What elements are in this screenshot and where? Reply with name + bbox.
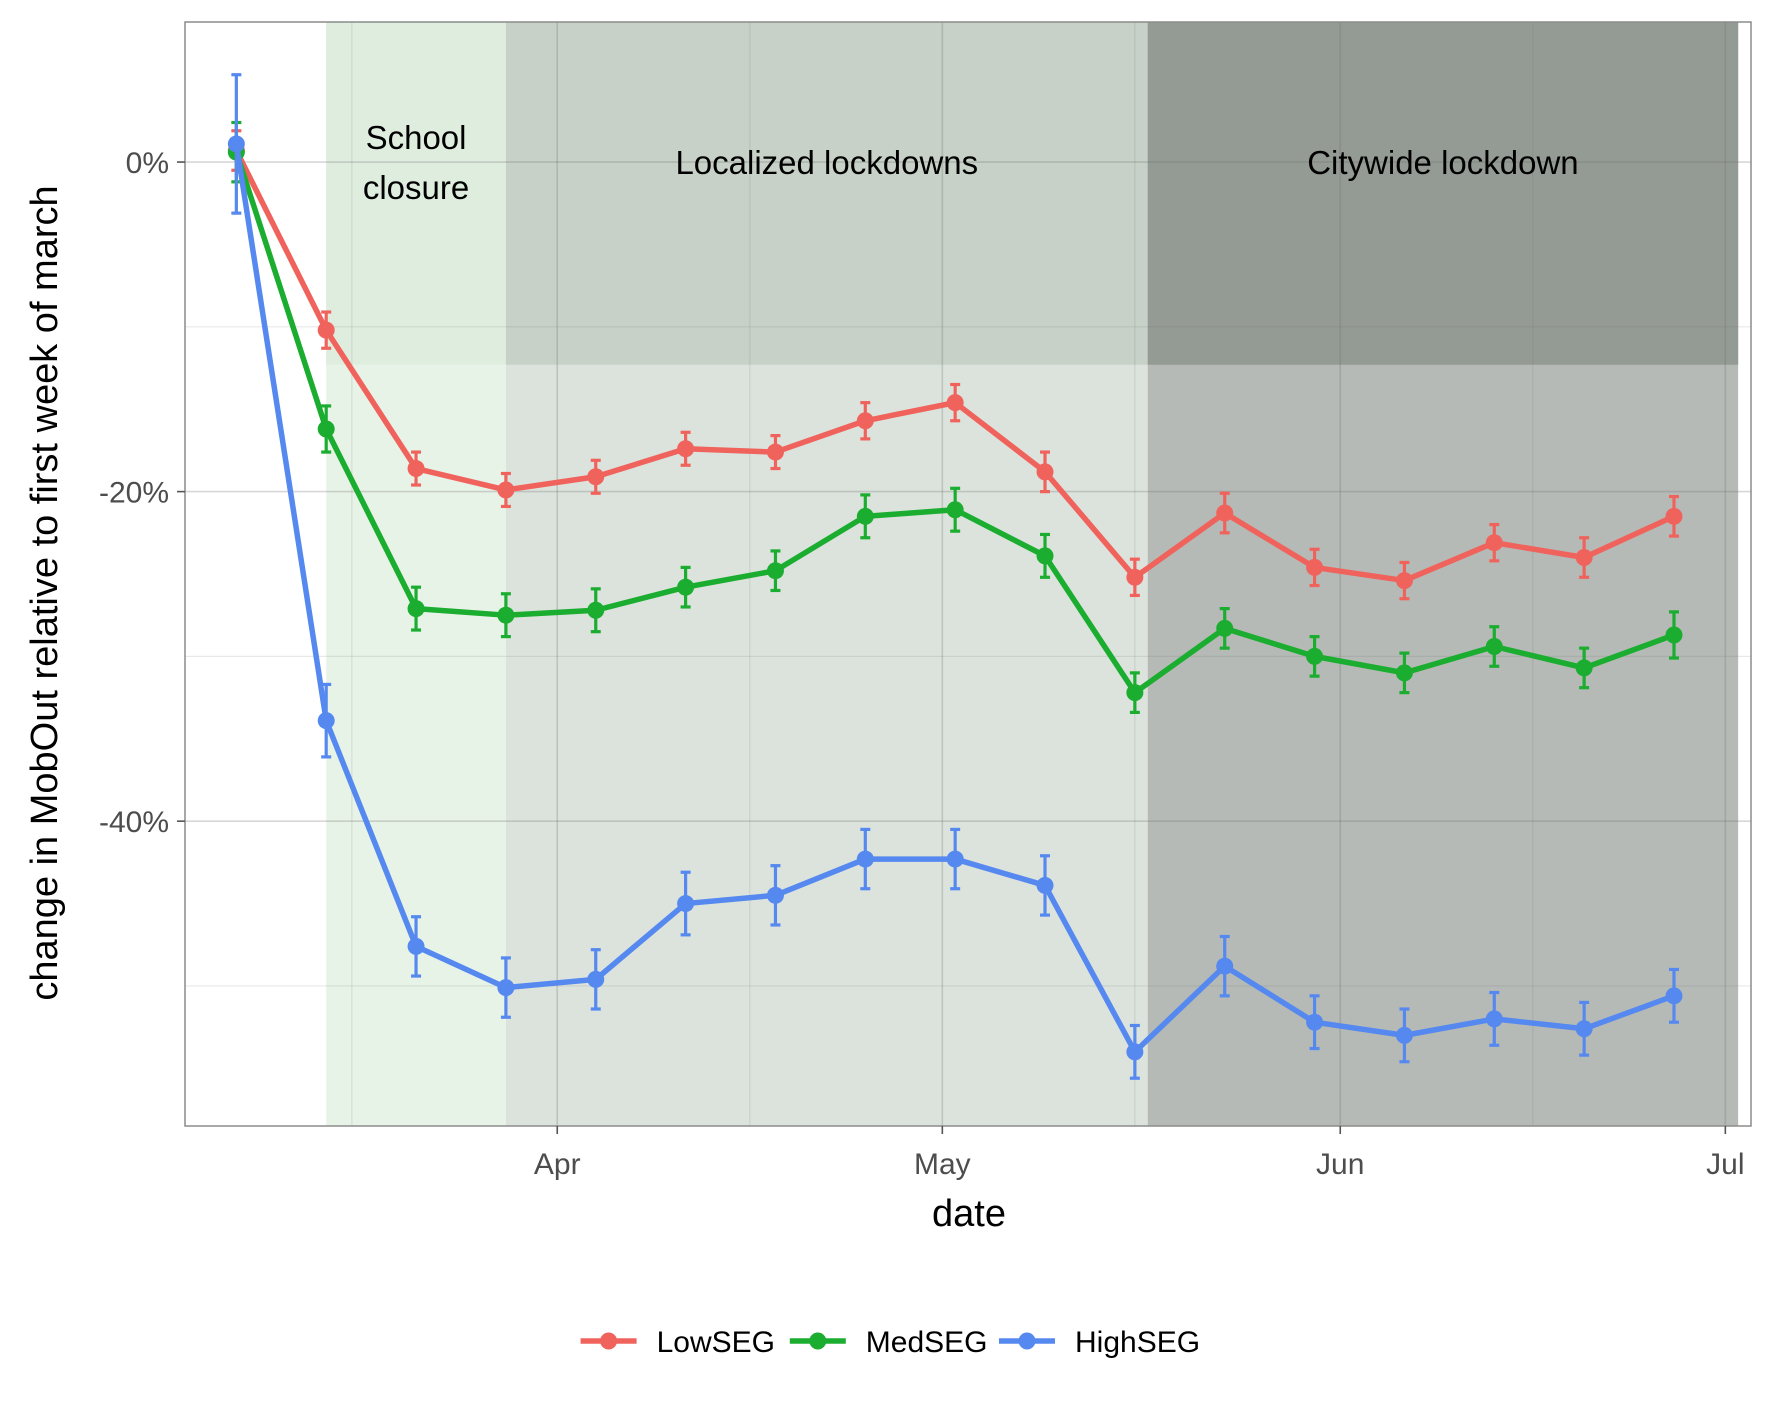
point-HighSEG-14 (1485, 1010, 1503, 1028)
point-HighSEG-1 (317, 712, 335, 730)
point-HighSEG-11 (1216, 957, 1234, 975)
plot-background (185, 22, 1751, 1126)
point-HighSEG-15 (1575, 1020, 1593, 1038)
point-MedSEG-15 (1575, 659, 1593, 677)
legend-item-MedSEG: MedSEG (789, 1326, 988, 1359)
point-LowSEG-7 (856, 412, 874, 430)
point-MedSEG-6 (766, 562, 784, 580)
legend-key-point-1 (809, 1332, 827, 1350)
point-LowSEG-6 (766, 443, 784, 461)
legend-label-2: HighSEG (1075, 1326, 1200, 1359)
point-LowSEG-16 (1665, 507, 1683, 525)
y-tick-label-2: -40% (99, 806, 169, 839)
period-label-1-line-0: Localized lockdowns (675, 144, 978, 181)
legend-item-HighSEG: HighSEG (999, 1326, 1200, 1359)
x-axis-title: date (932, 1193, 1006, 1235)
point-MedSEG-8 (946, 501, 964, 519)
point-MedSEG-10 (1126, 684, 1144, 702)
series-layer (227, 73, 1683, 1080)
point-MedSEG-1 (317, 420, 335, 438)
point-MedSEG-3 (497, 606, 515, 624)
period-label-0-line-0: School (366, 119, 467, 156)
period-label-0-line-1: closure (363, 169, 469, 206)
point-LowSEG-15 (1575, 549, 1593, 567)
legend: LowSEG MedSEG HighSEG (580, 1326, 1200, 1359)
point-HighSEG-0 (227, 135, 245, 153)
legend-key-point-2 (1018, 1332, 1036, 1350)
point-MedSEG-4 (587, 601, 605, 619)
period-labels: School closure Localized lockdowns Citywide… (363, 119, 1579, 206)
y-axis-title: change in MobOut relative to first week … (24, 185, 66, 1000)
point-MedSEG-11 (1216, 619, 1234, 637)
point-MedSEG-12 (1306, 647, 1324, 665)
legend-item-LowSEG: LowSEG (580, 1326, 775, 1359)
point-LowSEG-1 (317, 321, 335, 339)
gridlines (185, 22, 1751, 1126)
period-header-band-2 (1147, 22, 1739, 365)
point-MedSEG-2 (407, 600, 425, 618)
point-LowSEG-10 (1126, 568, 1144, 586)
point-MedSEG-13 (1395, 664, 1413, 682)
axes: Apr May Jun Jul 0% -20% -40% (99, 147, 1745, 1181)
point-HighSEG-8 (946, 850, 964, 868)
point-LowSEG-12 (1306, 558, 1324, 576)
point-HighSEG-9 (1036, 876, 1054, 894)
point-HighSEG-6 (766, 886, 784, 904)
x-tick-label-2: Jun (1316, 1148, 1364, 1181)
x-tick-label-1: May (914, 1148, 971, 1181)
point-HighSEG-5 (677, 895, 695, 913)
x-tick-label-0: Apr (534, 1148, 581, 1181)
period-header-band-1 (505, 22, 1148, 365)
point-HighSEG-12 (1306, 1013, 1324, 1031)
period-header-band-0 (326, 22, 506, 365)
point-HighSEG-7 (856, 850, 874, 868)
point-LowSEG-14 (1485, 534, 1503, 552)
point-MedSEG-14 (1485, 638, 1503, 656)
point-LowSEG-3 (497, 481, 515, 499)
point-LowSEG-13 (1395, 572, 1413, 590)
legend-label-1: MedSEG (866, 1326, 988, 1359)
point-LowSEG-5 (677, 440, 695, 458)
legend-key-point-0 (600, 1332, 618, 1350)
point-MedSEG-16 (1665, 626, 1683, 644)
point-MedSEG-7 (856, 507, 874, 525)
y-tick-label-0: 0% (126, 147, 169, 180)
y-tick-label-1: -20% (99, 477, 169, 510)
x-tick-label-3: Jul (1706, 1148, 1744, 1181)
point-HighSEG-3 (497, 979, 515, 997)
point-HighSEG-16 (1665, 987, 1683, 1005)
point-LowSEG-9 (1036, 463, 1054, 481)
series-HighSEG (227, 73, 1683, 1080)
point-LowSEG-11 (1216, 504, 1234, 522)
point-LowSEG-8 (946, 394, 964, 412)
point-LowSEG-2 (407, 460, 425, 478)
point-HighSEG-10 (1126, 1043, 1144, 1061)
legend-label-0: LowSEG (657, 1326, 775, 1359)
period-label-2-line-0: Citywide lockdown (1307, 144, 1578, 181)
point-LowSEG-4 (587, 468, 605, 486)
point-HighSEG-13 (1395, 1026, 1413, 1044)
point-MedSEG-9 (1036, 547, 1054, 565)
plot-frame (184, 21, 1752, 1127)
point-HighSEG-2 (407, 937, 425, 955)
point-HighSEG-4 (587, 970, 605, 988)
point-MedSEG-5 (677, 578, 695, 596)
